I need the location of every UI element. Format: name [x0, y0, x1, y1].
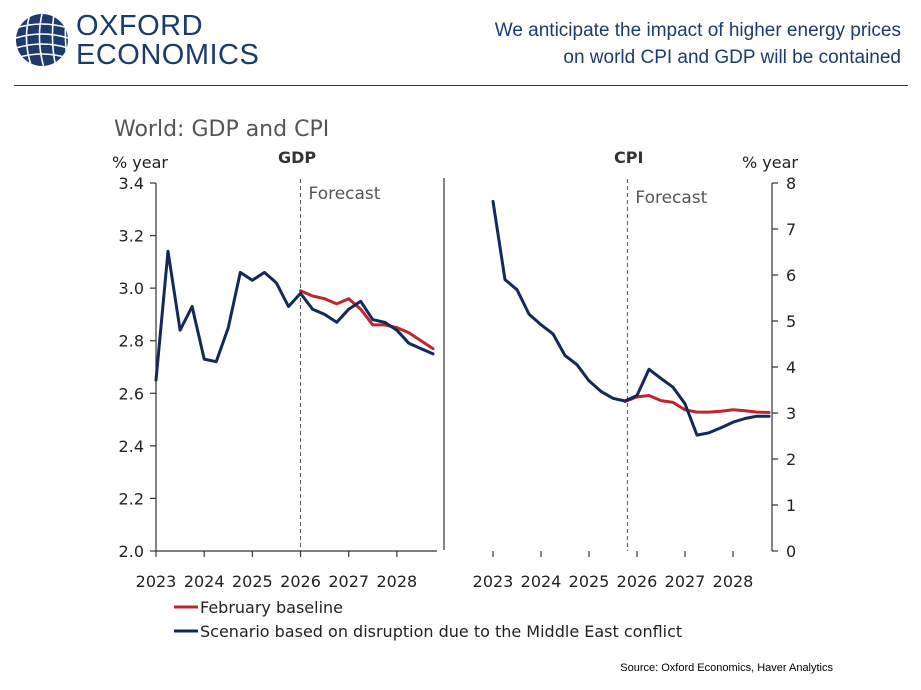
headline-line-1: We anticipate the impact of higher energ… [494, 20, 901, 41]
gdp-x-tick-label: 2027 [328, 572, 369, 591]
cpi-x-tick-label: 2026 [617, 572, 658, 591]
chart-title: World: GDP and CPI [114, 117, 329, 142]
cpi-x-tick-label: 2027 [665, 572, 706, 591]
cpi-y-tick-label: 2 [786, 450, 796, 469]
brand-wordmark: OXFORD ECONOMICS [76, 12, 259, 70]
header-divider [14, 85, 908, 86]
gdp-y-tick-label: 3.4 [119, 174, 144, 193]
gdp-x-tick-label: 2023 [136, 572, 177, 591]
gdp-panel: 2.0 2.2 2.4 2.6 2.8 3.0 3.2 3.4 2023 2024 2025 2026… [119, 174, 437, 591]
cpi-panel-label: CPI [614, 148, 643, 167]
gdp-panel-label: GDP [278, 148, 316, 167]
gdp-series-scenario-line [154, 249, 435, 382]
gdp-x-tick-label: 2024 [184, 572, 225, 591]
cpi-x-tick-label: 2025 [569, 572, 610, 591]
headline-line-2: on world CPI and GDP will be contained [563, 47, 901, 68]
cpi-y-tick-label: 7 [786, 220, 796, 239]
cpi-y-tick-label: 8 [786, 174, 796, 193]
cpi-y-tick-label: 0 [786, 542, 796, 561]
cpi-series-baseline-line [623, 394, 771, 414]
page-headline: We anticipate the impact of higher energ… [381, 17, 901, 71]
globe-icon [16, 14, 68, 66]
gdp-y-axis-unit: % year [112, 153, 168, 172]
cpi-y-tick-label: 3 [786, 404, 796, 423]
cpi-x-tick-label: 2023 [473, 572, 514, 591]
brand-line-1: OXFORD [76, 10, 204, 42]
gdp-y-tick-label: 3.2 [119, 227, 144, 246]
gdp-series-baseline-line [299, 289, 435, 351]
gdp-x-tick-label: 2025 [232, 572, 273, 591]
cpi-panel: 0 1 2 3 4 5 6 7 8 2023 2024 2025 2026 2027 2028 Forecas… [473, 174, 797, 591]
cpi-y-tick-label: 4 [786, 358, 796, 377]
cpi-y-tick-label: 6 [786, 266, 796, 285]
brand-line-2: ECONOMICS [76, 39, 260, 71]
cpi-y-axis-unit: % year [742, 153, 798, 172]
gdp-y-tick-label: 3.0 [119, 279, 144, 298]
legend: February baseline Scenario based on disr… [174, 598, 682, 641]
gdp-x-tick-label: 2026 [280, 572, 321, 591]
oxford-economics-logo: OXFORD ECONOMICS [14, 10, 274, 72]
cpi-series-scenario-line [491, 199, 771, 437]
cpi-x-tick-label: 2028 [713, 572, 754, 591]
legend-label-baseline: February baseline [200, 598, 343, 617]
cpi-y-tick-label: 5 [786, 312, 796, 331]
legend-label-scenario: Scenario based on disruption due to the … [200, 622, 682, 641]
gdp-y-tick-label: 2.2 [119, 489, 144, 508]
gdp-y-tick-label: 2.0 [119, 542, 144, 561]
gdp-y-tick-label: 2.8 [119, 332, 144, 351]
gdp-forecast-label: Forecast [309, 184, 381, 204]
gdp-y-tick-label: 2.6 [119, 384, 144, 403]
gdp-y-tick-label: 2.4 [119, 437, 144, 456]
cpi-y-tick-label: 1 [786, 496, 796, 515]
cpi-x-tick-label: 2024 [521, 572, 562, 591]
cpi-forecast-label: Forecast [635, 188, 707, 208]
source-note: Source: Oxford Economics, Haver Analytic… [620, 662, 833, 674]
gdp-x-tick-label: 2028 [377, 572, 418, 591]
